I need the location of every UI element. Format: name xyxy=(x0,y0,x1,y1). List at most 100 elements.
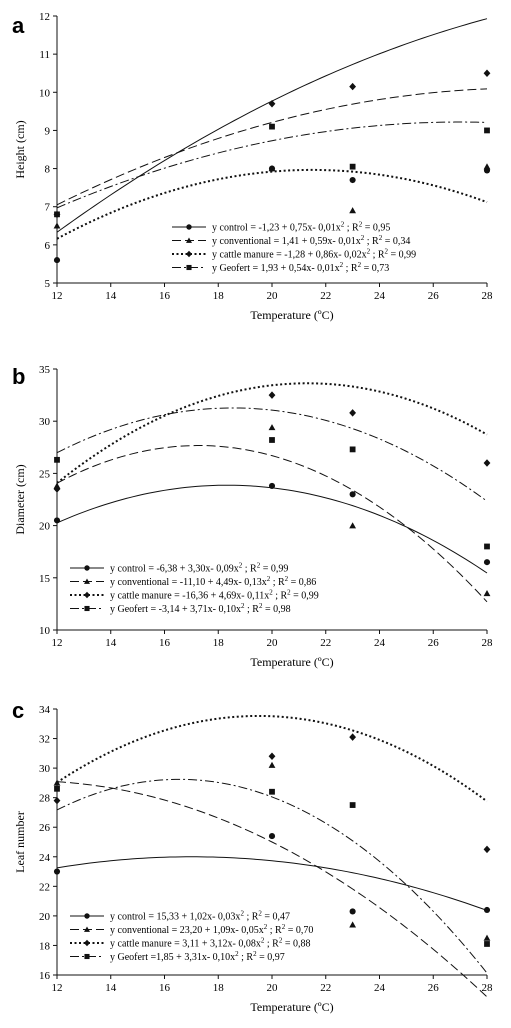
x-tick-label: 20 xyxy=(267,290,279,302)
y-tick-label: 26 xyxy=(39,822,51,834)
data-point-geofert xyxy=(484,941,490,947)
x-tick-label: 14 xyxy=(105,982,117,994)
y-tick-label: 7 xyxy=(45,202,51,214)
data-point-conventional xyxy=(268,424,276,431)
x-tick-label: 24 xyxy=(374,982,386,994)
data-point-cattle xyxy=(268,752,276,761)
data-point-cattle xyxy=(268,99,276,108)
data-point-conventional xyxy=(483,590,491,597)
data-point-cattle xyxy=(483,69,491,77)
trend-line-geofert xyxy=(56,121,488,209)
y-tick-label: 15 xyxy=(39,573,51,585)
legend-marker-conventional xyxy=(84,578,90,584)
data-point-cattle xyxy=(53,796,61,805)
legend-marker-geofert xyxy=(84,953,90,960)
panel-letter: a xyxy=(12,13,25,38)
data-point-control xyxy=(53,868,61,875)
x-tick-label: 20 xyxy=(267,982,279,994)
y-tick-label: 34 xyxy=(39,704,51,716)
x-tick-label: 12 xyxy=(52,637,63,649)
data-point-conventional xyxy=(483,163,491,170)
y-tick-label: 10 xyxy=(39,87,51,99)
legend-marker-geofert xyxy=(186,264,192,271)
data-point-control xyxy=(53,517,61,524)
legend-marker-geofert xyxy=(84,605,90,612)
trend-line-conventional xyxy=(56,445,488,603)
legend-entry-control: y control = 15,33 + 1,02x- 0,03x2 ; R2 =… xyxy=(110,910,290,923)
legend-marker-conventional xyxy=(84,926,90,932)
data-point-conventional xyxy=(349,207,357,214)
data-point-geofert xyxy=(269,437,275,443)
chart-panel-c: c 12 14 16 18 20 22 24 26 28 16 18 20 22 24 26 28 30 32 34 T… xyxy=(12,698,493,1014)
x-tick-label: 24 xyxy=(374,637,386,649)
legend-entry-cattle: y cattle manure = -16,36 + 4,69x- 0,11x2… xyxy=(110,589,319,602)
legend-marker-cattle xyxy=(84,939,90,947)
data-point-conventional xyxy=(349,921,357,928)
x-tick-label: 18 xyxy=(213,982,225,994)
legend-entry-geofert: y Geofert = -3,14 + 3,71x- 0,10x2 ; R2 =… xyxy=(110,602,291,615)
data-point-cattle xyxy=(483,845,491,854)
x-axis-label: Temperature (ºC) xyxy=(250,1000,333,1014)
y-tick-label: 5 xyxy=(45,278,51,290)
data-point-cattle xyxy=(349,733,357,741)
data-point-conventional xyxy=(53,222,61,229)
y-tick-label: 20 xyxy=(39,521,51,533)
x-tick-label: 28 xyxy=(482,982,494,994)
x-tick-label: 20 xyxy=(267,637,279,649)
data-point-control xyxy=(349,491,356,498)
x-tick-label: 28 xyxy=(482,290,494,302)
data-point-geofert xyxy=(54,211,60,218)
x-tick-label: 28 xyxy=(482,637,494,649)
y-tick-label: 10 xyxy=(39,625,51,637)
panel-letter: b xyxy=(12,364,25,389)
x-tick-label: 22 xyxy=(320,290,331,302)
x-axis-label: Temperature (ºC) xyxy=(250,655,333,669)
data-point-conventional xyxy=(268,761,276,768)
data-point-conventional xyxy=(53,779,61,786)
x-tick-label: 26 xyxy=(428,290,440,302)
legend-marker-control xyxy=(186,224,192,230)
legend-marker-cattle xyxy=(186,250,192,258)
y-tick-label: 20 xyxy=(39,911,51,923)
x-tick-label: 22 xyxy=(320,637,331,649)
trend-line-control xyxy=(56,856,488,911)
data-point-control xyxy=(349,908,356,915)
data-point-control xyxy=(483,559,491,566)
y-tick-label: 32 xyxy=(39,734,50,746)
legend-entry-geofert: y Geofert =1,85 + 3,31x- 0,10x2 ; R2 = 0… xyxy=(110,950,285,963)
data-point-conventional xyxy=(268,165,276,172)
x-tick-label: 26 xyxy=(428,637,440,649)
x-tick-label: 16 xyxy=(159,290,171,302)
x-tick-label: 16 xyxy=(159,637,171,649)
y-tick-label: 6 xyxy=(45,240,51,252)
data-point-cattle xyxy=(349,82,357,91)
trend-line-cattle xyxy=(56,714,488,803)
data-point-conventional xyxy=(349,522,357,529)
data-point-control xyxy=(349,176,356,184)
y-tick-label: 11 xyxy=(39,49,50,61)
y-tick-label: 28 xyxy=(39,793,51,805)
y-tick-label: 25 xyxy=(39,468,51,480)
chart-panel-b: b 12 14 16 18 20 22 24 26 28 10 15 20 25 30 35 Temperatu… xyxy=(12,364,493,669)
x-tick-label: 12 xyxy=(52,290,63,302)
data-point-geofert xyxy=(349,446,356,453)
legend-entry-conventional: y conventional = -11,10 + 4,49x- 0,13x2 … xyxy=(110,575,316,588)
y-tick-label: 30 xyxy=(39,416,51,428)
data-point-cattle xyxy=(268,391,276,399)
data-point-geofert xyxy=(269,788,275,795)
legend-entry-cattle: y cattle manure = 3,11 + 3,12x- 0,08x2 ;… xyxy=(110,937,310,950)
data-point-geofert xyxy=(349,163,356,170)
legend-entry-geofert: y Geofert = 1,93 + 0,54x- 0,01x2 ; R2 = … xyxy=(212,261,389,274)
y-axis-label: Height (cm) xyxy=(13,120,27,178)
data-point-geofert xyxy=(54,456,60,463)
trend-line-geofert xyxy=(56,778,488,974)
legend-marker-control xyxy=(84,913,90,919)
data-point-cattle xyxy=(349,409,357,417)
legend-marker-control xyxy=(84,565,90,571)
legend-entry-conventional: y conventional = 1,41 + 0,59x- 0,01x2 ; … xyxy=(212,234,410,247)
y-tick-label: 22 xyxy=(39,881,50,893)
data-point-control xyxy=(268,482,276,489)
legend-entry-control: y control = -6,38 + 3,30x- 0,09x2 ; R2 =… xyxy=(110,562,288,575)
y-tick-label: 12 xyxy=(39,11,50,23)
data-point-geofert xyxy=(484,543,490,550)
